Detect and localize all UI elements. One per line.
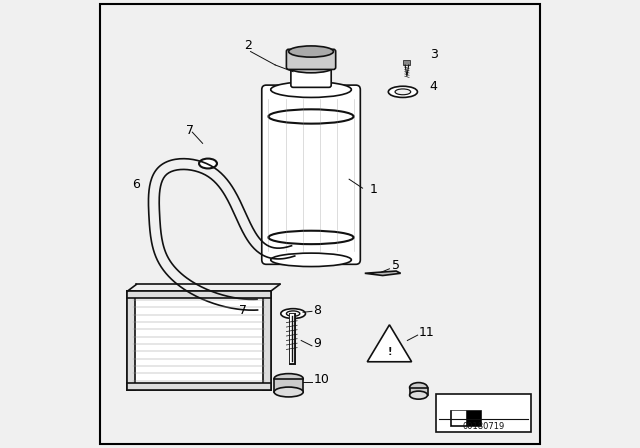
Bar	[275, 379, 303, 392]
Text: 00180719: 00180719	[462, 422, 505, 431]
Polygon shape	[403, 60, 410, 65]
Text: 9: 9	[314, 337, 321, 350]
Ellipse shape	[274, 387, 303, 397]
Text: !: !	[387, 347, 392, 357]
Text: 4: 4	[430, 80, 438, 93]
Ellipse shape	[410, 383, 428, 392]
Text: 7: 7	[186, 125, 194, 138]
Ellipse shape	[289, 61, 333, 73]
Text: 5: 5	[392, 259, 399, 272]
Polygon shape	[450, 410, 481, 426]
Ellipse shape	[410, 391, 428, 399]
Bar	[410, 388, 428, 395]
Ellipse shape	[281, 309, 305, 319]
Bar	[127, 291, 136, 390]
Ellipse shape	[289, 46, 333, 57]
FancyBboxPatch shape	[287, 49, 336, 69]
Ellipse shape	[274, 374, 303, 383]
Ellipse shape	[287, 311, 300, 316]
Ellipse shape	[395, 89, 411, 95]
Polygon shape	[367, 325, 412, 362]
Ellipse shape	[271, 82, 351, 98]
Polygon shape	[365, 271, 401, 276]
FancyBboxPatch shape	[291, 65, 332, 87]
Bar	[436, 394, 531, 432]
Text: 3: 3	[430, 48, 438, 61]
Ellipse shape	[241, 300, 256, 310]
Bar	[127, 291, 271, 390]
Text: 2: 2	[244, 39, 252, 52]
Text: 11: 11	[419, 326, 435, 339]
FancyBboxPatch shape	[262, 85, 360, 264]
Polygon shape	[452, 411, 466, 425]
Bar	[132, 296, 266, 385]
Bar	[127, 291, 271, 298]
Text: 1: 1	[369, 183, 377, 196]
Bar	[127, 383, 271, 390]
Ellipse shape	[388, 86, 417, 98]
Ellipse shape	[271, 253, 351, 267]
Text: 7: 7	[239, 304, 248, 317]
Ellipse shape	[199, 159, 217, 168]
Text: 8: 8	[314, 304, 321, 317]
Bar	[262, 291, 271, 390]
Text: 6: 6	[132, 178, 140, 191]
Text: 10: 10	[314, 373, 329, 386]
